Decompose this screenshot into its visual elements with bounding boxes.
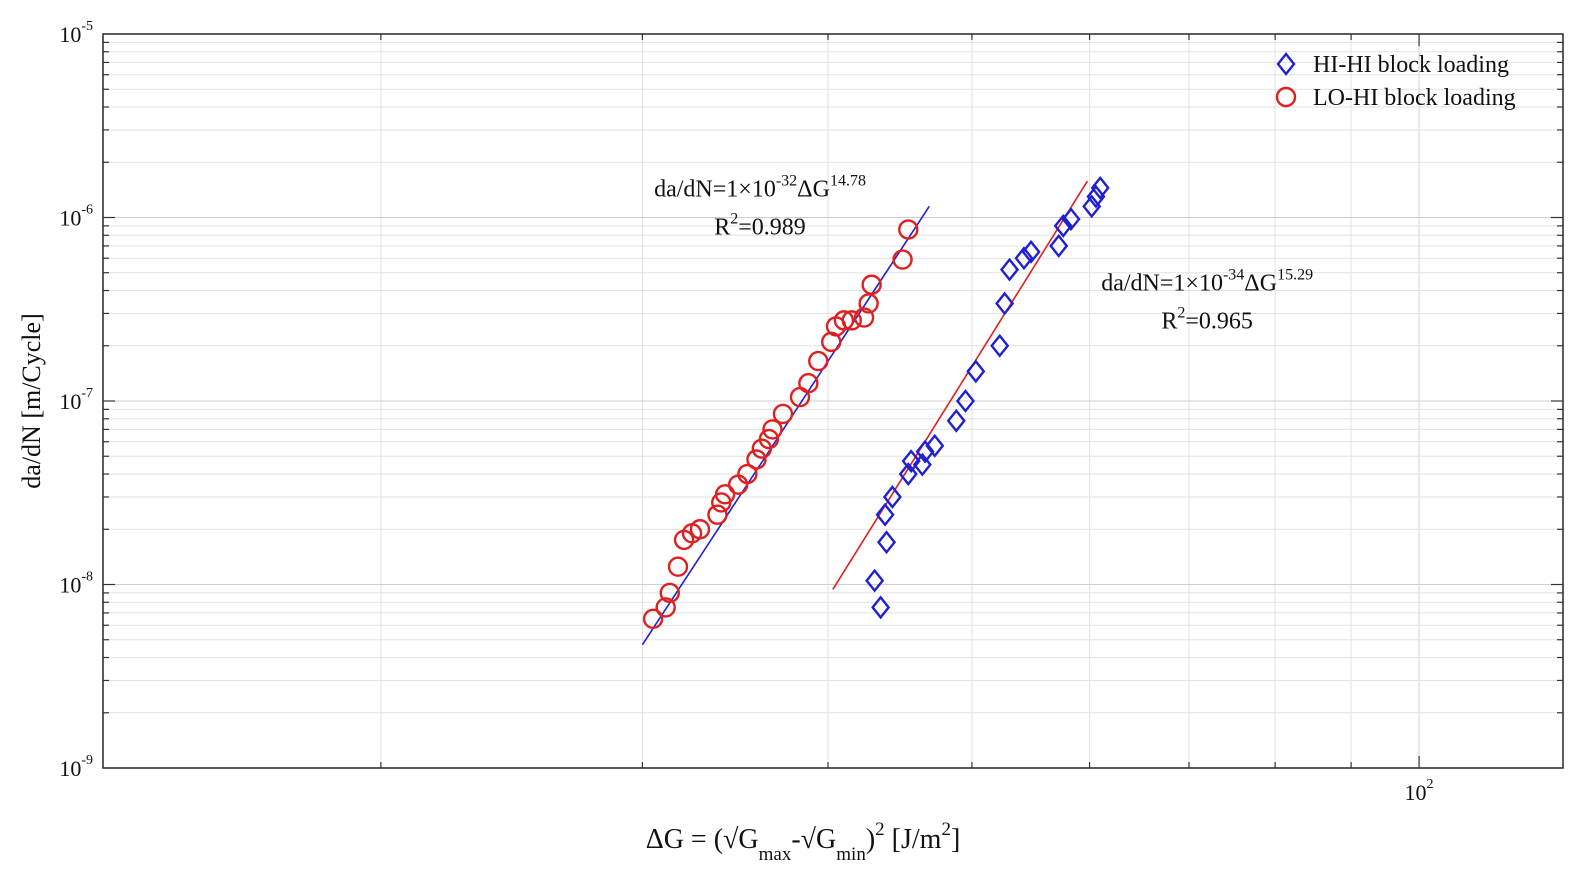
hi-hi-point [999,257,1020,282]
axis-ticks [103,34,1563,768]
y-axis-label: da/dN [m/Cycle] [17,313,46,488]
y-tick-label: 10-7 [59,386,93,414]
legend-label: LO-HI block loading [1313,85,1516,111]
fit-r-squared: R2=0.989 [714,211,806,241]
lo-hi-point [762,419,783,440]
lo-hi-point [707,504,728,525]
hi-hi-point [898,462,918,486]
lo-hi-point [659,582,680,604]
hi-hi-point [1053,213,1073,238]
hi-hi-point [925,433,945,458]
fit-r-squared: R2=0.965 [1161,305,1253,335]
fit-line [832,180,1089,590]
lo-hi-point [772,403,794,425]
hi-hi-point [995,291,1015,316]
lo-hi-point [642,608,664,630]
hi-hi-point [946,408,966,433]
lo-hi-point [714,484,736,505]
y-tick-label: 10-8 [59,570,93,598]
lo-hi-point [758,428,780,450]
fit-line [641,205,930,646]
y-tick-label: 10-5 [59,19,93,47]
hi-hi-point [1061,207,1081,232]
lo-hi-point [667,556,689,577]
hi-hi-point [1082,194,1102,219]
hi-hi-point [1021,239,1041,264]
hi-hi-point [1049,234,1069,258]
y-tick-label: 10-6 [59,203,93,231]
data-points [642,175,1110,630]
lo-hi-point [655,597,676,618]
legend: HI-HI block loading LO-HI block loading [1275,52,1516,111]
fit-equation: da/dN=1×10-32ΔG14.78 [654,173,866,203]
hi-hi-point [871,595,891,620]
lo-hi-point [808,350,829,372]
lo-hi-point [798,373,819,394]
lo-hi-point [898,219,919,240]
hi-hi-point [955,389,975,413]
fit-equation: da/dN=1×10-34ΔG15.29 [1101,267,1313,297]
hi-hi-point [990,333,1010,358]
grid [103,34,1563,768]
hi-hi-point [1090,175,1110,200]
lo-hi-point [746,449,767,470]
lo-hi-point [737,463,758,485]
hi-hi-point [1086,184,1106,209]
y-tick-label: 10-9 [59,753,93,781]
legend-label: HI-HI block loading [1313,52,1509,78]
lo-hi-point [841,310,862,331]
x-axis-label: ΔG = (√Gmax-√Gmin)2 [J/m2] [646,819,961,865]
legend-marker [1276,52,1296,76]
hi-hi-point [915,439,935,464]
lo-hi-point [689,519,711,540]
hi-hi-point [882,485,902,509]
hi-hi-point [912,452,932,477]
axis-labels: 10-9 10-8 10-7 10-6 10-5 102 da/dN [m/Cycle] ΔG… [17,19,1434,865]
lo-hi-point [833,310,855,331]
hi-hi-point [1014,246,1034,271]
lo-hi-point [892,249,913,270]
legend-marker [1275,86,1297,108]
hi-hi-point [865,568,885,593]
hi-hi-point [966,359,986,384]
lo-hi-point [853,307,875,328]
hi-hi-point [875,502,895,527]
fit-lines [641,180,1089,646]
lo-hi-point [861,274,882,295]
hi-hi-point [901,449,921,474]
fit-annotations: da/dN=1×10-32ΔG14.78 R2=0.989 da/dN=1×10-3… [654,173,1313,335]
x-tick-label: 102 [1405,777,1434,805]
hi-hi-point [877,530,897,555]
